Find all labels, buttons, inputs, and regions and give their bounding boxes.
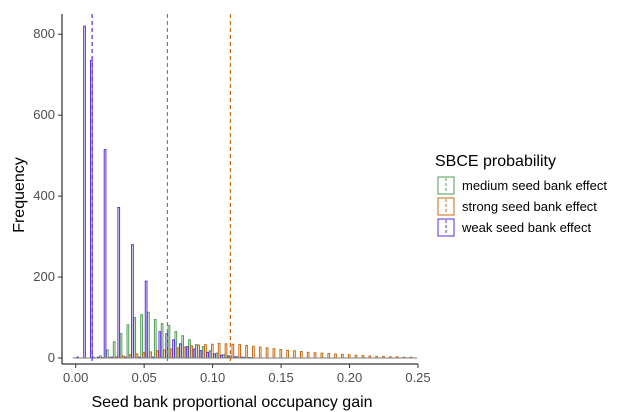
histogram-bar	[199, 350, 203, 359]
histogram-bar	[112, 341, 116, 359]
histogram-bar	[231, 343, 235, 359]
histogram-bar	[135, 353, 139, 359]
histogram-bar	[313, 352, 317, 359]
histogram-bar	[286, 349, 289, 359]
histogram-bar	[163, 349, 166, 359]
histogram-bar	[341, 353, 344, 359]
histogram-bar	[320, 352, 324, 359]
histogram-bar	[119, 333, 123, 359]
histogram-bar	[334, 353, 337, 359]
legend-items: medium seed bank effect strong seed bank …	[437, 176, 607, 237]
histogram-bar	[142, 352, 146, 359]
x-tick-label: 0.00	[63, 370, 88, 385]
histogram-bar	[279, 349, 283, 359]
x-tick-label: 0.10	[200, 370, 225, 385]
histogram-bar	[147, 311, 150, 359]
histogram-bar	[238, 344, 242, 359]
x-tick-label: 0.20	[337, 370, 362, 385]
y-axis-title: Frequency	[11, 157, 28, 233]
x-tick-label: 0.15	[268, 370, 293, 385]
legend-label: strong seed bank effect	[462, 199, 597, 214]
histogram-bar	[183, 346, 187, 359]
legend: SBCE probability medium seed bank effect…	[435, 153, 607, 237]
mean-lines	[91, 14, 232, 364]
histogram-bar	[272, 348, 276, 359]
histogram-bar	[215, 352, 219, 359]
histogram-bar	[160, 323, 164, 359]
histogram-bar	[265, 347, 269, 359]
histogram-bar	[190, 345, 194, 359]
histogram-bar	[167, 325, 171, 359]
histogram-bar	[204, 344, 207, 359]
y-tick-label: 800	[33, 26, 55, 41]
legend-label: weak seed bank effect	[461, 220, 592, 235]
axes	[61, 14, 418, 365]
histogram-bar	[252, 345, 255, 359]
histogram-bar	[176, 347, 180, 359]
histogram-bar	[197, 344, 200, 359]
axis-ticks: 0 200 400 600 800 0.00 0.05 0.10 0.15 0.20 0.25	[33, 26, 430, 385]
histogram-bars	[72, 25, 418, 359]
histogram-bar	[158, 331, 162, 359]
histogram-bar	[213, 353, 216, 359]
histogram-bar	[117, 206, 121, 359]
histogram-bar	[245, 344, 248, 359]
x-tick-label: 0.05	[131, 370, 156, 385]
legend-title: SBCE probability	[435, 153, 556, 170]
histogram-bar	[83, 25, 86, 359]
y-tick-label: 0	[48, 350, 55, 365]
histogram-bar	[181, 335, 184, 359]
histogram-bar	[179, 343, 182, 359]
histogram-bar	[206, 351, 210, 359]
histogram-bar	[169, 348, 173, 359]
histogram-bar	[258, 346, 262, 359]
histogram-bar	[153, 319, 157, 359]
histogram-bar	[306, 351, 310, 359]
histogram-bar	[126, 324, 130, 359]
histogram-bar	[192, 348, 196, 359]
histogram-bar	[217, 342, 221, 359]
histogram-bar	[201, 346, 205, 359]
histogram-bar	[224, 343, 228, 359]
legend-label: medium seed bank effect	[462, 178, 607, 193]
y-tick-label: 200	[33, 269, 55, 284]
histogram-bar	[140, 314, 143, 359]
x-axis-title: Seed bank proportional occupancy gain	[91, 394, 372, 411]
histogram-bar	[188, 339, 191, 359]
histogram-bar	[172, 339, 175, 359]
histogram-bar	[208, 350, 212, 359]
histogram-bar	[299, 351, 303, 359]
histogram-bar	[156, 350, 159, 359]
histogram-bar	[185, 346, 189, 359]
histogram-bar	[133, 317, 137, 359]
histogram-bar	[327, 353, 331, 359]
histogram-bar	[174, 331, 178, 359]
y-tick-label: 600	[33, 107, 55, 122]
histogram-bar	[103, 149, 107, 359]
y-tick-label: 400	[33, 188, 55, 203]
histogram-bar	[149, 351, 153, 359]
histogram-bar	[195, 344, 198, 359]
histogram-bar	[293, 350, 296, 359]
histogram-bar	[106, 349, 109, 359]
x-tick-label: 0.25	[405, 370, 430, 385]
histogram-bar	[131, 244, 134, 359]
histogram-bar	[144, 280, 148, 359]
histogram-bar	[210, 343, 214, 359]
